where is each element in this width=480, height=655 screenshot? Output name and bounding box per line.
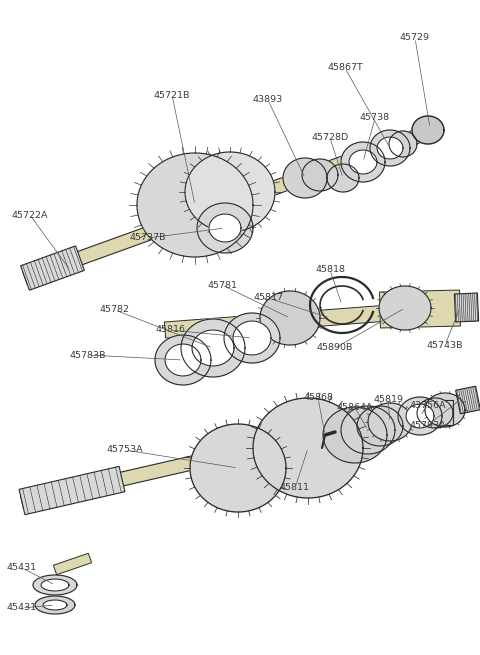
Text: 45737B: 45737B (130, 233, 166, 242)
Polygon shape (192, 330, 234, 366)
Text: 45781: 45781 (207, 280, 237, 290)
Text: 45743B: 45743B (427, 341, 463, 350)
Polygon shape (389, 131, 417, 157)
Polygon shape (456, 386, 480, 414)
Polygon shape (181, 319, 245, 377)
Polygon shape (370, 130, 410, 166)
Text: 45890B: 45890B (317, 343, 353, 352)
Polygon shape (21, 391, 477, 509)
Text: 45431: 45431 (7, 603, 37, 612)
Polygon shape (327, 164, 359, 192)
Polygon shape (164, 300, 456, 338)
Polygon shape (165, 344, 201, 376)
Polygon shape (323, 407, 387, 463)
Polygon shape (341, 406, 395, 454)
Text: 45867T: 45867T (327, 64, 363, 73)
Polygon shape (33, 575, 77, 595)
Text: 45864A: 45864A (337, 403, 373, 413)
Polygon shape (349, 150, 377, 174)
Text: 45728D: 45728D (312, 134, 348, 143)
Polygon shape (406, 404, 434, 428)
Text: 45782: 45782 (100, 305, 130, 314)
Polygon shape (357, 406, 403, 446)
Polygon shape (21, 246, 84, 290)
Polygon shape (260, 291, 320, 345)
Text: 45722A: 45722A (12, 210, 48, 219)
Polygon shape (137, 153, 253, 257)
Polygon shape (380, 290, 460, 328)
Text: 45738: 45738 (360, 113, 390, 122)
Polygon shape (224, 313, 280, 363)
Polygon shape (417, 398, 453, 428)
Text: 45793A: 45793A (410, 421, 446, 430)
Polygon shape (412, 116, 444, 144)
Polygon shape (302, 159, 338, 191)
Polygon shape (377, 137, 403, 159)
Text: 45817: 45817 (253, 293, 283, 303)
Polygon shape (455, 293, 479, 322)
Polygon shape (53, 553, 92, 574)
Polygon shape (197, 203, 253, 253)
Polygon shape (23, 121, 443, 284)
Polygon shape (185, 152, 275, 232)
Text: 43893: 43893 (253, 96, 283, 105)
Text: 45729: 45729 (400, 33, 430, 43)
Text: 45431: 45431 (7, 563, 37, 572)
Polygon shape (425, 393, 465, 427)
Polygon shape (253, 398, 363, 498)
Polygon shape (379, 286, 431, 330)
Text: 45816: 45816 (155, 326, 185, 335)
Text: 45818: 45818 (315, 265, 345, 274)
Polygon shape (190, 424, 286, 512)
Text: 45783B: 45783B (70, 350, 106, 360)
Text: 45753A: 45753A (107, 445, 144, 455)
Polygon shape (155, 335, 211, 385)
Polygon shape (368, 403, 412, 441)
Polygon shape (398, 397, 442, 435)
Polygon shape (341, 142, 385, 182)
Text: 45868: 45868 (303, 394, 333, 403)
Text: 43756A: 43756A (410, 400, 446, 409)
Polygon shape (209, 214, 241, 242)
Polygon shape (283, 158, 327, 198)
Polygon shape (43, 600, 67, 610)
Polygon shape (41, 579, 69, 591)
Polygon shape (19, 466, 125, 515)
Polygon shape (35, 596, 75, 614)
Text: 45819: 45819 (373, 396, 403, 405)
Text: 45811: 45811 (280, 483, 310, 493)
Polygon shape (233, 321, 271, 355)
Text: 45721B: 45721B (154, 90, 190, 100)
